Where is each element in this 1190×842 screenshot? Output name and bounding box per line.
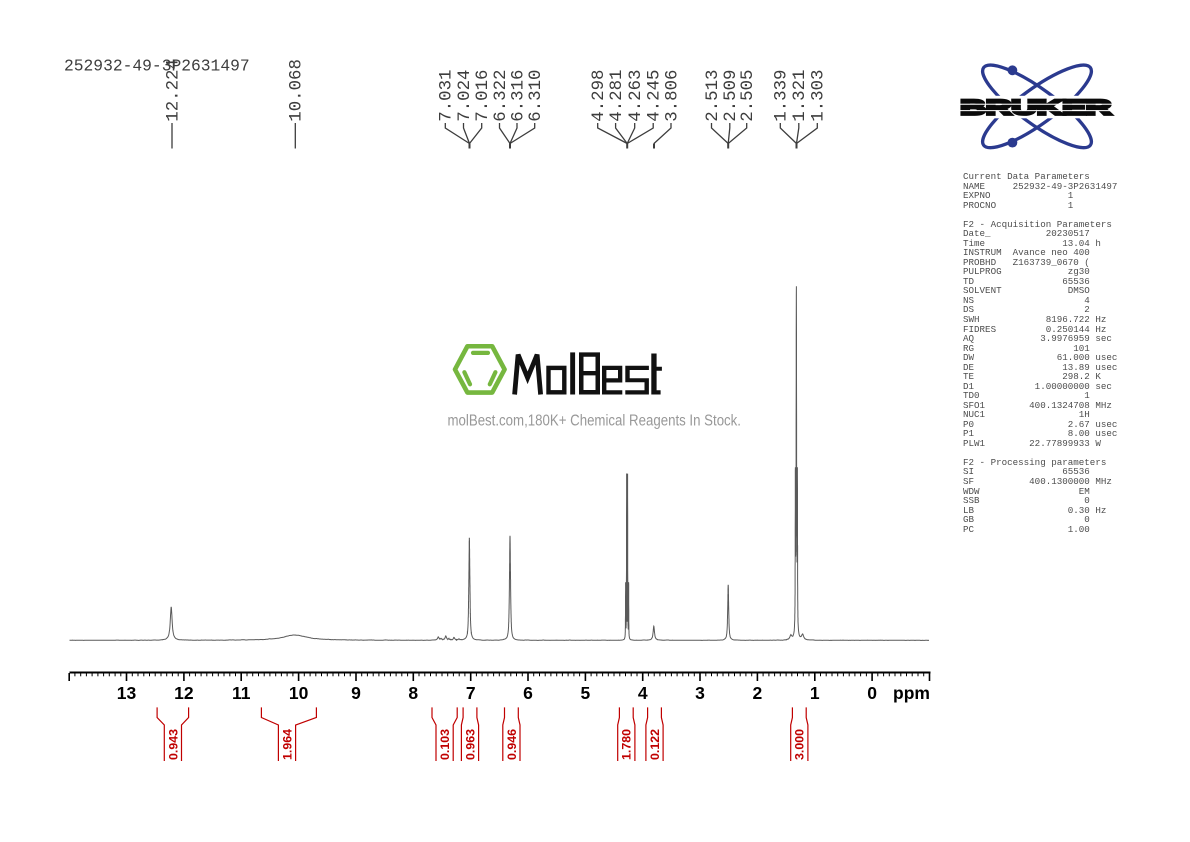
svg-text:252932-49-3P2631497: 252932-49-3P2631497 [64,57,250,76]
svg-text:1.321: 1.321 [791,70,810,122]
svg-text:1.339: 1.339 [773,70,792,122]
svg-text:0: 0 [867,683,877,703]
svg-text:10.068: 10.068 [288,59,307,122]
svg-text:6.310: 6.310 [527,70,546,122]
svg-text:6.316: 6.316 [509,70,528,122]
svg-text:12: 12 [174,683,194,703]
svg-text:2.509: 2.509 [722,70,741,122]
svg-text:0.946: 0.946 [505,729,519,760]
svg-text:2.513: 2.513 [704,70,723,122]
svg-text:13: 13 [117,683,137,703]
svg-text:1: 1 [810,683,820,703]
svg-text:7: 7 [466,683,476,703]
svg-text:6.322: 6.322 [492,70,511,122]
svg-text:1.780: 1.780 [620,729,634,760]
svg-text:1.303: 1.303 [810,70,829,122]
svg-text:2: 2 [753,683,763,703]
svg-text:0.103: 0.103 [438,729,452,760]
svg-text:10: 10 [289,683,309,703]
svg-text:7.024: 7.024 [456,70,475,122]
svg-text:7.031: 7.031 [438,70,457,122]
svg-text:4: 4 [638,683,648,703]
svg-text:3.000: 3.000 [793,729,807,760]
svg-text:3.806: 3.806 [663,70,682,122]
svg-text:1.964: 1.964 [280,729,294,760]
svg-text:BRUKER: BRUKER [960,96,1112,120]
svg-text:8: 8 [408,683,418,703]
svg-text:11: 11 [232,683,251,703]
svg-text:3: 3 [695,683,705,703]
svg-text:molBest.com,180K+ Chemical Rea: molBest.com,180K+ Chemical Reagents In S… [448,413,742,430]
svg-text:9: 9 [351,683,361,703]
svg-text:4.245: 4.245 [646,70,665,122]
svg-text:0.943: 0.943 [166,729,180,760]
svg-text:4.281: 4.281 [608,70,627,122]
svg-text:ppm: ppm [893,683,930,703]
svg-text:7.016: 7.016 [474,70,493,122]
svg-text:0.122: 0.122 [648,729,662,760]
svg-text:5: 5 [581,683,591,703]
svg-text:4.263: 4.263 [627,70,646,122]
svg-text:0.963: 0.963 [463,729,477,760]
svg-text:12.224: 12.224 [164,59,183,122]
svg-text:4.298: 4.298 [590,70,609,122]
svg-text:2.505: 2.505 [739,70,758,122]
svg-text:6: 6 [523,683,533,703]
